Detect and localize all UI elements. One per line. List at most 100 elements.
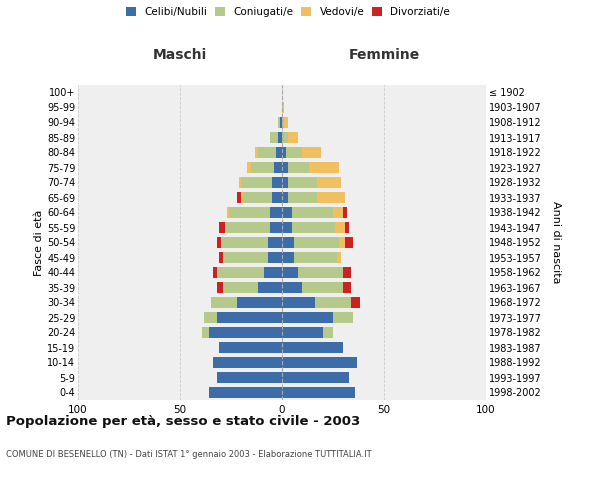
Bar [270, 206, 282, 218]
Bar [212, 356, 282, 368]
Bar [263, 266, 282, 278]
Bar [333, 206, 343, 218]
Bar [202, 326, 209, 338]
Bar [217, 372, 282, 384]
Bar [282, 296, 314, 308]
Y-axis label: Anni di nascita: Anni di nascita [551, 201, 561, 284]
Bar [241, 192, 243, 203]
Bar [345, 222, 349, 234]
Bar [288, 162, 308, 173]
Bar [227, 206, 229, 218]
Bar [217, 266, 263, 278]
Bar [247, 162, 251, 173]
Bar [323, 326, 333, 338]
Bar [282, 356, 358, 368]
Bar [343, 266, 352, 278]
Bar [282, 176, 288, 188]
Bar [282, 312, 333, 324]
Bar [333, 312, 353, 324]
Bar [282, 162, 288, 173]
Bar [217, 282, 223, 294]
Bar [302, 282, 343, 294]
Bar [286, 146, 302, 158]
Bar [343, 282, 352, 294]
Bar [294, 236, 339, 248]
Bar [302, 146, 321, 158]
Bar [205, 312, 217, 324]
Bar [276, 146, 282, 158]
Bar [345, 236, 353, 248]
Bar [256, 146, 257, 158]
Bar [282, 146, 286, 158]
Bar [209, 326, 282, 338]
Text: Maschi: Maschi [153, 48, 207, 62]
Bar [219, 222, 225, 234]
Bar [217, 236, 221, 248]
Bar [282, 342, 343, 353]
Bar [221, 236, 268, 248]
Bar [282, 266, 298, 278]
Bar [337, 252, 341, 264]
Bar [229, 206, 270, 218]
Bar [209, 386, 282, 398]
Bar [282, 192, 288, 203]
Bar [257, 282, 282, 294]
Bar [211, 296, 237, 308]
Bar [280, 116, 282, 128]
Bar [298, 266, 343, 278]
Bar [335, 222, 345, 234]
Bar [272, 192, 282, 203]
Bar [278, 132, 282, 143]
Bar [225, 222, 270, 234]
Bar [282, 282, 302, 294]
Bar [239, 176, 241, 188]
Bar [237, 296, 282, 308]
Bar [223, 252, 268, 264]
Text: Femmine: Femmine [349, 48, 419, 62]
Bar [294, 252, 337, 264]
Bar [274, 162, 282, 173]
Bar [317, 176, 341, 188]
Bar [257, 146, 276, 158]
Bar [237, 192, 241, 203]
Y-axis label: Fasce di età: Fasce di età [34, 210, 44, 276]
Bar [282, 236, 294, 248]
Legend: Celibi/Nubili, Coniugati/e, Vedovi/e, Divorziati/e: Celibi/Nubili, Coniugati/e, Vedovi/e, Di… [124, 5, 452, 20]
Bar [282, 386, 355, 398]
Bar [314, 296, 352, 308]
Bar [282, 116, 284, 128]
Bar [217, 312, 282, 324]
Bar [282, 326, 323, 338]
Bar [219, 342, 282, 353]
Bar [282, 206, 292, 218]
Bar [219, 252, 223, 264]
Bar [251, 162, 274, 173]
Bar [272, 176, 282, 188]
Bar [288, 192, 317, 203]
Bar [212, 266, 217, 278]
Bar [343, 206, 347, 218]
Text: COMUNE DI BESENELLO (TN) - Dati ISTAT 1° gennaio 2003 - Elaborazione TUTTITALIA.: COMUNE DI BESENELLO (TN) - Dati ISTAT 1°… [6, 450, 371, 459]
Bar [282, 222, 292, 234]
Bar [339, 236, 345, 248]
Bar [352, 296, 359, 308]
Bar [241, 176, 272, 188]
Bar [308, 162, 339, 173]
Bar [292, 222, 335, 234]
Bar [284, 116, 288, 128]
Bar [288, 132, 298, 143]
Bar [268, 252, 282, 264]
Bar [292, 206, 333, 218]
Bar [268, 236, 282, 248]
Bar [288, 176, 317, 188]
Bar [282, 102, 284, 114]
Text: Popolazione per età, sesso e stato civile - 2003: Popolazione per età, sesso e stato civil… [6, 415, 360, 428]
Bar [278, 116, 280, 128]
Bar [282, 132, 288, 143]
Bar [270, 222, 282, 234]
Bar [243, 192, 272, 203]
Bar [223, 282, 257, 294]
Bar [282, 252, 294, 264]
Bar [317, 192, 345, 203]
Bar [270, 132, 278, 143]
